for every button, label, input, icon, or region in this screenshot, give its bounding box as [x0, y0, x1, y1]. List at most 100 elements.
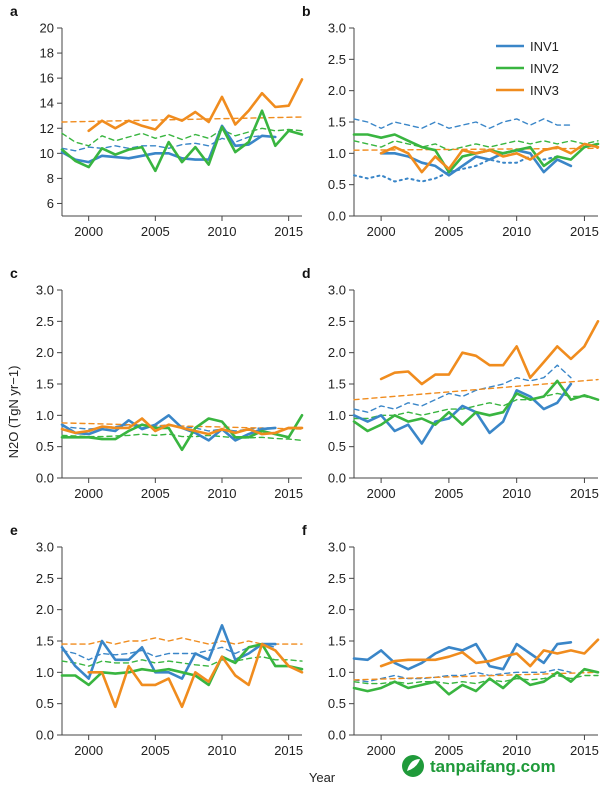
series-inv1-solid: [352, 640, 573, 671]
y-tick-label: 12: [40, 121, 54, 136]
y-tick-label: 3.0: [36, 540, 54, 555]
y-tick-label: 3.0: [328, 540, 346, 555]
y-tick-label: 0.5: [328, 439, 346, 454]
series-inv2-dashed: [61, 127, 303, 147]
x-tick-label: 2000: [74, 224, 103, 239]
y-tick-label: 16: [40, 71, 54, 86]
y-tick-label: 2.5: [36, 571, 54, 586]
series-inv1-dashed: [61, 135, 276, 152]
series-inv2-solid: [352, 379, 600, 433]
x-tick-label: 2015: [570, 743, 599, 758]
x-tick-label: 2015: [570, 486, 599, 501]
panel-letter-a: a: [10, 3, 18, 19]
y-tick-label: 2.5: [328, 314, 346, 329]
leaf-shape: [407, 759, 420, 771]
series-inv2-dashed: [353, 140, 599, 151]
y-tick-label: 0.5: [36, 439, 54, 454]
series-inv2-solid: [352, 667, 600, 696]
y-tick-label: 10: [40, 146, 54, 161]
panel-d: d 0.0 0.5 1.0 1.5 2.0 2.5 3.0 2000 2005 2010 2015: [302, 265, 600, 501]
x-tick-label: 2015: [274, 486, 303, 501]
series-inv1-dashed: [353, 364, 572, 413]
series-inv2-solid: [60, 109, 304, 173]
panel-letter-d: d: [302, 265, 311, 281]
legend: INV1 INV2 INV3: [496, 39, 559, 98]
panel-b: b 0.0 0.5 1.0 1.5 2.0 2.5 3.0 2000 2005 2010 2015: [302, 3, 600, 239]
y-tick-label: 1.0: [36, 665, 54, 680]
y-tick-label: 0.5: [36, 696, 54, 711]
y-tick-label: 0.0: [328, 209, 346, 224]
series-inv1-dotted: [353, 155, 572, 183]
y-tick-label: 2.5: [328, 52, 346, 67]
x-tick-label: 2015: [570, 224, 599, 239]
y-tick-label: 2.0: [36, 345, 54, 360]
watermark-text: tanpaifang.com: [430, 757, 556, 776]
x-axis-title: Year: [309, 770, 336, 785]
y-tick-label: 1.5: [328, 377, 346, 392]
y-tick-label: 1.5: [36, 634, 54, 649]
y-tick-label: 2.0: [36, 602, 54, 617]
y-tick-label: 1.0: [36, 408, 54, 423]
panels: a 6 8 10 12 14 16 18 20 2000 2005 2010 2015 b 0.0 0.5 1.…: [10, 3, 600, 758]
series-inv3-solid: [379, 638, 600, 668]
panel-letter-c: c: [10, 265, 18, 281]
series-inv1-dashed: [353, 668, 572, 683]
x-tick-label: 2005: [141, 743, 170, 758]
x-tick-label: 2010: [502, 224, 531, 239]
panel-letter-f: f: [302, 522, 307, 538]
y-tick-label: 18: [40, 46, 54, 61]
panel-c: c 0.0 0.5 1.0 1.5 2.0 2.5 3.0 2000 2005 2010 2015: [10, 265, 304, 501]
series-inv1-solid: [352, 382, 573, 445]
y-tick-label: 1.0: [328, 408, 346, 423]
x-tick-label: 2000: [367, 743, 396, 758]
y-tick-label: 1.5: [328, 115, 346, 130]
x-tick-label: 2005: [434, 743, 463, 758]
series-inv2-dashed: [61, 433, 303, 442]
y-tick-label: 8: [47, 171, 54, 186]
x-tick-label: 2000: [367, 224, 396, 239]
legend-label-inv3: INV3: [530, 83, 559, 98]
y-tick-label: 3.0: [36, 283, 54, 298]
series-inv3-dashed: [353, 147, 599, 151]
y-tick-label: 1.0: [328, 665, 346, 680]
y-tick-label: 2.0: [328, 345, 346, 360]
y-axis-title: N2O (TgN yr−1): [6, 366, 21, 459]
y-tick-label: 0.5: [328, 696, 346, 711]
y-tick-label: 0.0: [328, 728, 346, 743]
y-tick-label: 0.0: [36, 728, 54, 743]
series-inv2-dashed: [61, 656, 303, 667]
y-tick-label: 1.5: [328, 634, 346, 649]
y-tick-label: 2.0: [328, 602, 346, 617]
x-tick-label: 2005: [434, 486, 463, 501]
x-tick-label: 2015: [274, 743, 303, 758]
panel-letter-b: b: [302, 3, 311, 19]
x-tick-label: 2005: [434, 224, 463, 239]
panel-letter-e: e: [10, 522, 18, 538]
series-inv3-dashed: [353, 378, 599, 401]
series-inv2-solid: [60, 413, 304, 452]
y-tick-label: 0.0: [328, 471, 346, 486]
y-tick-label: 6: [47, 196, 54, 211]
x-tick-label: 2000: [74, 743, 103, 758]
x-tick-label: 2010: [208, 743, 237, 758]
x-tick-label: 2000: [74, 486, 103, 501]
y-tick-label: 1.5: [36, 377, 54, 392]
y-tick-label: 0.0: [36, 471, 54, 486]
y-tick-label: 2.0: [328, 83, 346, 98]
panel-a: a 6 8 10 12 14 16 18 20 2000 2005 2010 2015: [10, 3, 304, 239]
y-tick-label: 2.5: [328, 571, 346, 586]
legend-label-inv2: INV2: [530, 61, 559, 76]
panel-e: e 0.0 0.5 1.0 1.5 2.0 2.5 3.0 2000 2005 2010 2015: [10, 522, 304, 758]
panel-f: f 0.0 0.5 1.0 1.5 2.0 2.5 3.0 2000 2005 2010 2015: [302, 522, 600, 758]
series-inv3-solid: [87, 642, 304, 709]
x-tick-label: 2000: [367, 486, 396, 501]
y-tick-label: 1.0: [328, 146, 346, 161]
y-tick-label: 2.5: [36, 314, 54, 329]
y-tick-label: 3.0: [328, 283, 346, 298]
x-tick-label: 2005: [141, 486, 170, 501]
legend-label-inv1: INV1: [530, 39, 559, 54]
x-tick-label: 2015: [274, 224, 303, 239]
series-inv3-solid: [60, 417, 304, 436]
